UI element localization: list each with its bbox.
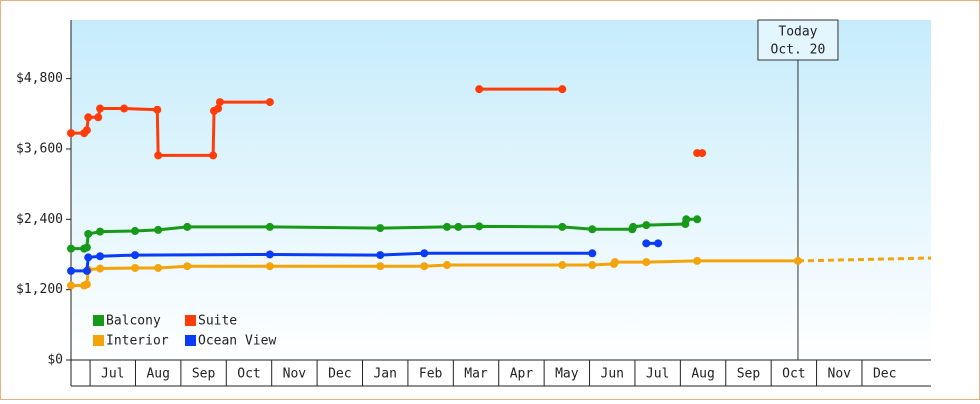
x-tick-label: Jul [101, 367, 124, 382]
point [610, 258, 619, 267]
point [84, 113, 93, 122]
x-tick-label: Sep [192, 367, 216, 382]
point [84, 253, 93, 262]
point [96, 227, 105, 236]
x-tick-label: Aug [691, 367, 714, 382]
legend-label: Ocean View [198, 334, 276, 349]
x-tick-label: Mar [464, 367, 488, 382]
point [420, 262, 429, 271]
point [693, 215, 702, 224]
x-tick-label: Jun [601, 367, 624, 382]
point [588, 249, 597, 258]
point [214, 104, 223, 113]
x-tick-label: Feb [419, 367, 443, 382]
point [629, 222, 638, 231]
legend-swatch [185, 335, 196, 346]
point [265, 250, 274, 259]
point [698, 149, 707, 158]
y-tick-label: $3,600 [16, 141, 63, 156]
point [642, 239, 651, 248]
legend-label: Suite [198, 314, 237, 329]
point [265, 262, 274, 271]
point [153, 105, 162, 114]
x-tick-label: Oct [782, 367, 805, 382]
point [558, 222, 567, 231]
projection-line [797, 256, 932, 263]
point [376, 224, 385, 233]
point [475, 85, 484, 94]
point [682, 215, 691, 224]
y-tick-label: $2,400 [16, 212, 63, 227]
point [442, 222, 451, 231]
point [131, 227, 140, 236]
today-label: Today [778, 25, 817, 40]
x-tick-label: Apr [510, 367, 534, 382]
point [120, 104, 129, 113]
point [588, 261, 597, 270]
point [376, 251, 385, 260]
point [183, 262, 192, 271]
x-tick-label: Oct [237, 367, 260, 382]
point [642, 258, 651, 267]
x-tick-label: Dec [328, 367, 351, 382]
y-tick-label: $4,800 [16, 71, 63, 86]
point [82, 243, 91, 252]
point [154, 263, 163, 272]
x-tick-label: Sep [737, 367, 761, 382]
point [154, 225, 163, 234]
point [96, 264, 105, 273]
point [67, 129, 75, 138]
point [94, 113, 103, 122]
x-tick-label: Dec [873, 367, 896, 382]
point [131, 251, 140, 260]
point [265, 222, 274, 231]
point [654, 239, 663, 248]
point [558, 261, 567, 270]
legend-swatch [93, 315, 104, 326]
x-tick-label: Nov [828, 367, 852, 382]
point [475, 222, 484, 231]
point [82, 126, 91, 135]
point [454, 222, 463, 231]
y-tick-label: $0 [47, 353, 63, 368]
point [420, 249, 429, 258]
point [67, 281, 75, 290]
x-tick-label: Aug [146, 367, 169, 382]
x-tick-label: Nov [283, 367, 307, 382]
point [67, 244, 75, 253]
x-tick-label: May [555, 367, 579, 382]
point [442, 261, 451, 270]
y-tick-label: $1,200 [16, 282, 63, 297]
point [265, 98, 274, 107]
today-box [757, 19, 839, 61]
point [96, 104, 105, 113]
legend-label: Interior [106, 334, 169, 349]
x-tick-label: Jul [646, 367, 669, 382]
point [642, 221, 651, 230]
plot-area [71, 20, 931, 360]
point [84, 229, 93, 238]
point [215, 98, 224, 107]
point [558, 85, 567, 94]
point [131, 263, 140, 272]
point [376, 262, 385, 271]
today-label: Oct. 20 [771, 43, 826, 58]
point [96, 252, 105, 261]
point [588, 225, 597, 234]
point [154, 151, 163, 160]
point [183, 222, 192, 231]
legend-swatch [93, 335, 104, 346]
point [82, 266, 91, 275]
point [209, 151, 218, 160]
point [82, 280, 91, 289]
point [693, 256, 702, 265]
legend-label: Balcony [106, 314, 161, 329]
legend-swatch [185, 315, 196, 326]
point [793, 256, 802, 265]
x-tick-label: Jan [373, 367, 396, 382]
point [67, 266, 75, 275]
